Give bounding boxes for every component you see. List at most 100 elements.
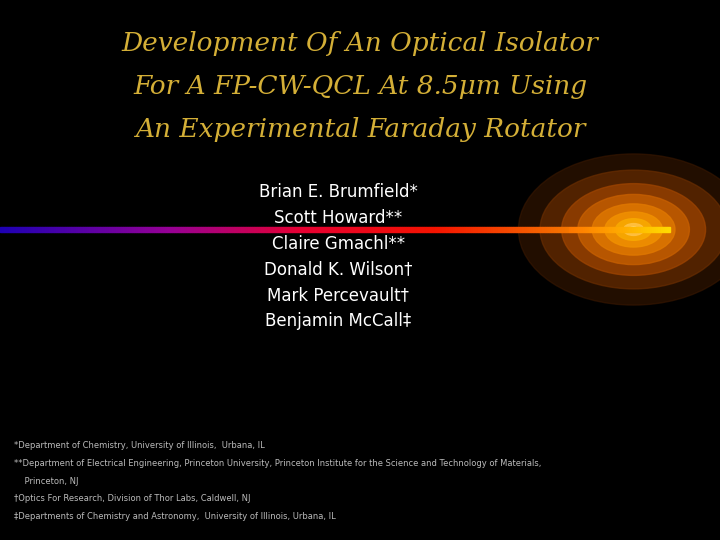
Bar [578, 227, 580, 232]
Bar [83, 227, 85, 232]
Bar [531, 227, 534, 232]
Bar [71, 227, 73, 232]
Bar [219, 227, 221, 232]
Bar [424, 227, 426, 232]
Bar [493, 227, 495, 232]
Bar [237, 227, 239, 232]
Bar [607, 227, 609, 232]
Bar [629, 227, 631, 232]
Bar [505, 227, 507, 232]
Bar [118, 227, 120, 232]
Bar [112, 227, 114, 232]
Bar [272, 227, 274, 232]
Bar [433, 227, 435, 232]
Bar [460, 227, 462, 232]
Bar [643, 227, 645, 232]
Text: Mark Percevault†: Mark Percevault† [267, 286, 410, 305]
Bar [215, 227, 217, 232]
Bar [101, 227, 103, 232]
Bar [288, 227, 290, 232]
Bar [259, 227, 261, 232]
Bar [333, 227, 335, 232]
Bar [351, 227, 353, 232]
Bar [359, 227, 361, 232]
Bar [143, 227, 145, 232]
Bar [438, 227, 440, 232]
Bar [397, 227, 400, 232]
Bar [564, 227, 567, 232]
Bar [498, 227, 500, 232]
Text: **Department of Electrical Engineering, Princeton University, Princeton Institut: **Department of Electrical Engineering, … [14, 459, 541, 468]
Bar [207, 227, 210, 232]
Bar [38, 227, 40, 232]
Bar [377, 227, 379, 232]
Bar [375, 227, 377, 232]
Bar [346, 227, 348, 232]
Bar [73, 227, 76, 232]
Bar [580, 227, 582, 232]
Bar [428, 227, 431, 232]
Bar [85, 227, 87, 232]
Bar [174, 227, 176, 232]
Bar [294, 227, 297, 232]
Text: Scott Howard**: Scott Howard** [274, 208, 402, 227]
Bar [464, 227, 467, 232]
Bar [534, 227, 536, 232]
Bar [618, 227, 621, 232]
Bar [511, 227, 513, 232]
Bar [384, 227, 386, 232]
Bar [649, 227, 652, 232]
Bar [243, 227, 246, 232]
Ellipse shape [578, 194, 690, 265]
Bar [76, 227, 78, 232]
Bar [181, 227, 183, 232]
Bar [158, 227, 161, 232]
Bar [264, 227, 266, 232]
Bar [645, 227, 647, 232]
Bar [148, 227, 150, 232]
Bar [598, 227, 600, 232]
Bar [132, 227, 134, 232]
Bar [67, 227, 69, 232]
Bar [312, 227, 315, 232]
Bar [194, 227, 197, 232]
Bar [540, 227, 542, 232]
Bar [317, 227, 319, 232]
Bar [560, 227, 562, 232]
Bar [140, 227, 143, 232]
Bar [134, 227, 136, 232]
Bar [516, 227, 518, 232]
Bar [257, 227, 259, 232]
Bar [485, 227, 487, 232]
Bar [187, 227, 190, 232]
Bar [190, 227, 192, 232]
Bar [536, 227, 538, 232]
Bar [81, 227, 83, 232]
Bar [556, 227, 558, 232]
Bar [203, 227, 205, 232]
Bar [455, 227, 458, 232]
Bar [562, 227, 564, 232]
Bar [364, 227, 366, 232]
Bar [348, 227, 351, 232]
Bar [145, 227, 148, 232]
Bar [603, 227, 605, 232]
Bar [592, 227, 594, 232]
Bar [576, 227, 578, 232]
Ellipse shape [593, 204, 675, 255]
Bar [605, 227, 607, 232]
Bar [125, 227, 127, 232]
Bar [388, 227, 390, 232]
Bar [292, 227, 294, 232]
Bar [402, 227, 404, 232]
Bar [116, 227, 118, 232]
Bar [569, 227, 572, 232]
Bar [286, 227, 288, 232]
Text: Benjamin McCall‡: Benjamin McCall‡ [265, 312, 412, 330]
Ellipse shape [562, 184, 706, 275]
Bar [639, 227, 641, 232]
Bar [2, 227, 4, 232]
Bar [435, 227, 438, 232]
Bar [440, 227, 442, 232]
Bar [161, 227, 163, 232]
